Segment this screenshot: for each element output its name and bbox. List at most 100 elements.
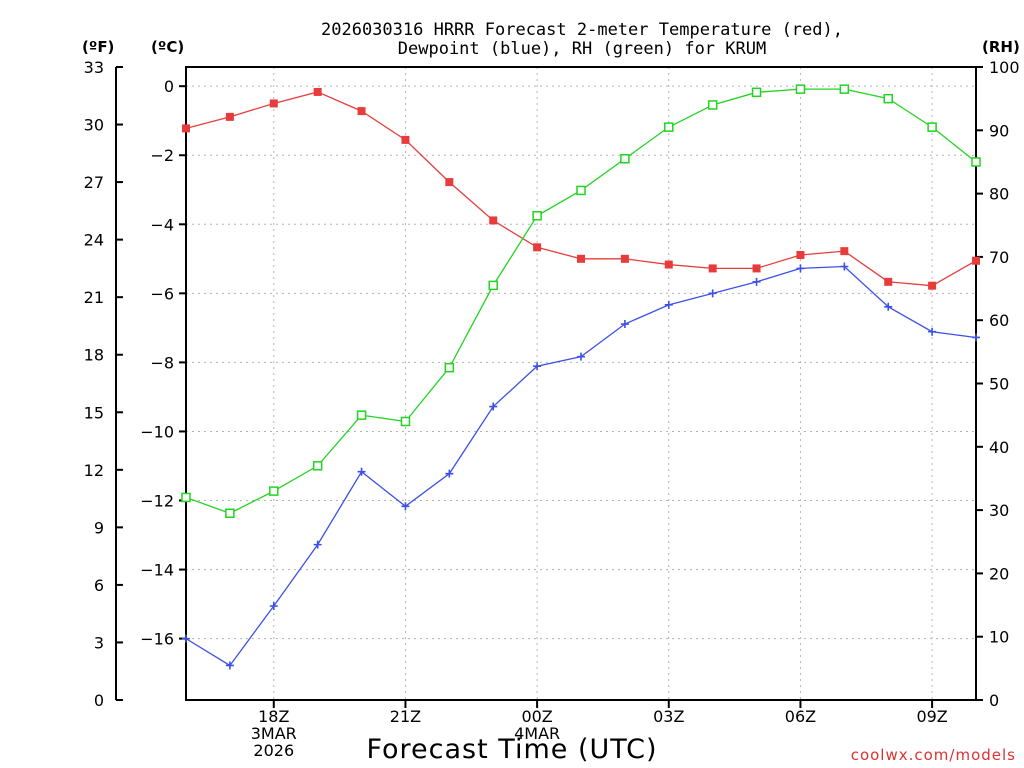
temperature-point bbox=[752, 264, 761, 273]
rh-unit-label: (RH) bbox=[982, 38, 1020, 56]
dewpoint-point bbox=[445, 469, 454, 478]
rh-tick-label: 70 bbox=[989, 248, 1009, 267]
rh-tick-label: 50 bbox=[989, 375, 1009, 394]
fahrenheit-tick-label: 21 bbox=[84, 288, 104, 307]
rh-tick-label: 100 bbox=[989, 58, 1020, 77]
rh-tick-label: 10 bbox=[989, 628, 1009, 647]
gridlines bbox=[186, 67, 976, 700]
credit-label: coolwx.com/models bbox=[851, 746, 1016, 764]
celsius-tick-label: −14 bbox=[140, 561, 174, 580]
fahrenheit-tick-label: 6 bbox=[94, 576, 104, 595]
x-tick-label: 03Z bbox=[653, 707, 684, 726]
x-tick-label: 09Z bbox=[916, 707, 947, 726]
x-tick-label: 18Z bbox=[258, 707, 289, 726]
temperature-point bbox=[533, 243, 542, 252]
dewpoint-point bbox=[533, 362, 542, 371]
dewpoint-point bbox=[972, 333, 980, 342]
dewpoint-point bbox=[182, 634, 190, 643]
dewpoint-point bbox=[928, 327, 937, 336]
temperature-point bbox=[620, 254, 629, 263]
rh-point bbox=[971, 157, 981, 167]
plot-frame bbox=[185, 66, 977, 701]
rh-point bbox=[620, 154, 630, 164]
temperature-point bbox=[445, 178, 454, 187]
dewpoint-point bbox=[884, 302, 893, 311]
rh-point bbox=[839, 84, 850, 94]
celsius-unit-label: (ºC) bbox=[151, 38, 184, 56]
celsius-tick-label: 0 bbox=[164, 77, 174, 96]
rh-tick-label: 60 bbox=[989, 311, 1009, 330]
x-tick-label: 3MAR bbox=[251, 724, 297, 743]
temperature-point bbox=[313, 87, 322, 96]
rh-point bbox=[400, 416, 411, 427]
x-tick-label: 00Z bbox=[521, 707, 552, 726]
dewpoint-point bbox=[752, 277, 761, 286]
temperature-point bbox=[840, 247, 849, 256]
chart-title-line1: 2026030316 HRRR Forecast 2-meter Tempera… bbox=[321, 20, 843, 40]
temperature-point bbox=[928, 281, 937, 290]
axes: 0 3 6 9 12 15 18 21 24 27 30 33 0 −2 −4 −6 −8 −10 −12 −14 −1… bbox=[84, 58, 1020, 760]
temperature-point bbox=[357, 107, 366, 116]
temperature-point bbox=[269, 99, 278, 108]
dewpoint-point bbox=[357, 467, 366, 476]
fahrenheit-tick-label: 30 bbox=[84, 116, 104, 135]
rh-point bbox=[707, 100, 718, 110]
rh-line bbox=[185, 88, 977, 514]
rh-point bbox=[576, 185, 586, 196]
rh-point bbox=[927, 122, 937, 132]
rh-point bbox=[444, 362, 455, 373]
x-axis-label: Forecast Time (UTC) bbox=[366, 734, 657, 765]
celsius-tick-label: −2 bbox=[150, 146, 174, 165]
temperature-point bbox=[664, 260, 673, 269]
temperature-point bbox=[577, 254, 585, 263]
rh-tick-label: 90 bbox=[989, 121, 1009, 140]
fahrenheit-tick-label: 0 bbox=[94, 691, 104, 710]
fahrenheit-tick-label: 12 bbox=[84, 461, 104, 480]
dewpoint-point bbox=[313, 540, 322, 549]
dewpoint-line bbox=[185, 265, 977, 667]
rh-point bbox=[532, 211, 542, 221]
dewpoint-point bbox=[796, 264, 805, 273]
dewpoint-point bbox=[620, 320, 629, 329]
celsius-tick-label: −10 bbox=[140, 422, 174, 441]
rh-point bbox=[269, 486, 279, 496]
rh-tick-label: 0 bbox=[989, 691, 999, 710]
rh-point bbox=[795, 84, 806, 94]
celsius-tick-label: −6 bbox=[150, 284, 174, 303]
rh-point bbox=[181, 492, 191, 503]
temperature-point bbox=[401, 135, 410, 144]
data-series bbox=[181, 84, 981, 670]
fahrenheit-unit-label: (ºF) bbox=[82, 38, 114, 56]
rh-tick-label: 40 bbox=[989, 438, 1009, 457]
x-tick-label: 06Z bbox=[785, 707, 816, 726]
rh-point bbox=[883, 93, 893, 104]
fahrenheit-tick-label: 18 bbox=[84, 346, 104, 365]
temperature-point bbox=[225, 112, 234, 121]
rh-point bbox=[225, 508, 235, 519]
fahrenheit-tick-label: 3 bbox=[94, 633, 104, 652]
x-tick-label: 21Z bbox=[390, 707, 421, 726]
rh-point bbox=[488, 280, 498, 291]
celsius-tick-label: −4 bbox=[150, 215, 174, 234]
dewpoint-point bbox=[840, 262, 849, 271]
dewpoint-point bbox=[269, 602, 278, 611]
temperature-point bbox=[182, 124, 190, 133]
x-tick-label: 4MAR bbox=[514, 724, 560, 743]
dewpoint-point bbox=[225, 661, 234, 670]
rh-point bbox=[312, 461, 323, 471]
fahrenheit-tick-label: 9 bbox=[94, 518, 104, 537]
fahrenheit-tick-label: 15 bbox=[84, 403, 104, 422]
fahrenheit-tick-label: 33 bbox=[84, 58, 104, 77]
fahrenheit-tick-label: 27 bbox=[84, 173, 104, 192]
fahrenheit-tick-label: 24 bbox=[84, 231, 104, 250]
rh-tick-label: 80 bbox=[989, 185, 1009, 204]
dewpoint-point bbox=[401, 502, 410, 511]
dewpoint-point bbox=[489, 402, 498, 411]
rh-point bbox=[356, 410, 367, 420]
rh-tick-label: 20 bbox=[989, 564, 1009, 583]
temperature-point bbox=[708, 264, 717, 273]
dewpoint-point bbox=[708, 289, 717, 298]
celsius-tick-label: −8 bbox=[150, 353, 174, 372]
chart-title-line2: Dewpoint (blue), RH (green) for KRUM bbox=[398, 39, 766, 59]
